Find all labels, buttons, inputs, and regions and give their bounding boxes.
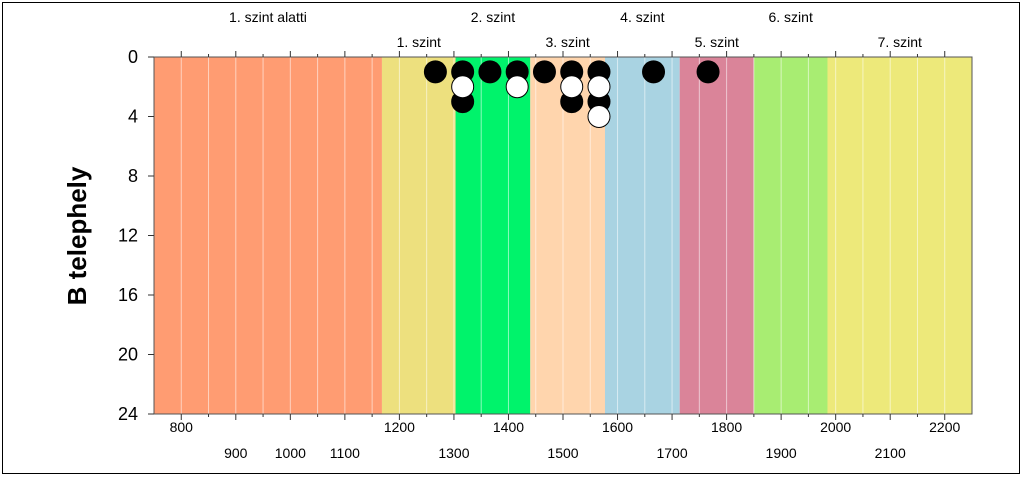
filled-point: [696, 60, 720, 84]
band-label-5: 4. szint: [620, 9, 664, 25]
x-tick-label: 1000: [275, 445, 306, 461]
band-1: [154, 57, 382, 414]
filled-point: [423, 60, 447, 84]
x-tick-label: 1400: [493, 419, 524, 435]
filled-point: [532, 60, 556, 84]
open-point: [560, 75, 584, 99]
x-tick-label: 2200: [929, 419, 960, 435]
filled-point: [642, 60, 666, 84]
x-tick-label: 1200: [384, 419, 415, 435]
x-tick-label: 800: [170, 419, 194, 435]
band-label-2: 1. szint: [397, 34, 441, 50]
band-5: [604, 57, 680, 414]
x-tick-label: 1800: [711, 419, 742, 435]
y-tick-label: 16: [118, 285, 138, 305]
x-tick-label: 1600: [602, 419, 633, 435]
x-tick-label: 1500: [547, 445, 578, 461]
x-tick-label: 1900: [766, 445, 797, 461]
open-point: [587, 75, 611, 99]
axes: 800 1200 1400 1600 1800 2000 2200 900 1000 1100 13…: [118, 47, 973, 461]
band-7: [753, 57, 828, 414]
level-bands: [154, 57, 972, 414]
band-label-7: 6. szint: [768, 9, 812, 25]
x-tick-label: 1300: [438, 445, 469, 461]
y-axis-label: B telephely: [62, 166, 92, 305]
band-3: [455, 57, 531, 414]
x-tick-label: 900: [224, 445, 248, 461]
open-point: [587, 105, 611, 128]
band-label-4: 3. szint: [545, 34, 589, 50]
band-label-1: 1. szint alatti: [229, 9, 307, 25]
y-tick-label: 20: [118, 345, 138, 365]
band-labels: 1. szint alatti 1. szint 2. szint 3. szint 4…: [229, 9, 922, 50]
x-tick-label: 2100: [875, 445, 906, 461]
band-label-8: 7. szint: [878, 34, 922, 50]
band-label-3: 2. szint: [471, 9, 515, 25]
y-tick-label: 0: [128, 47, 138, 67]
y-tick-label: 4: [128, 107, 138, 127]
x-tick-label: 1100: [330, 445, 360, 461]
y-tick-label: 12: [118, 226, 138, 246]
x-tick-label: 2000: [820, 419, 851, 435]
x-tick-label: 1700: [656, 445, 687, 461]
y-tick-label: 8: [128, 166, 138, 186]
open-point: [505, 75, 529, 99]
band-8: [827, 57, 972, 414]
band-2: [381, 57, 456, 414]
open-point: [451, 75, 475, 99]
band-6: [679, 57, 754, 414]
y-tick-label: 24: [118, 404, 138, 424]
band-label-6: 5. szint: [695, 34, 739, 50]
grid-lines: [180, 57, 946, 414]
filled-point: [478, 60, 502, 84]
data-points: [423, 60, 720, 128]
